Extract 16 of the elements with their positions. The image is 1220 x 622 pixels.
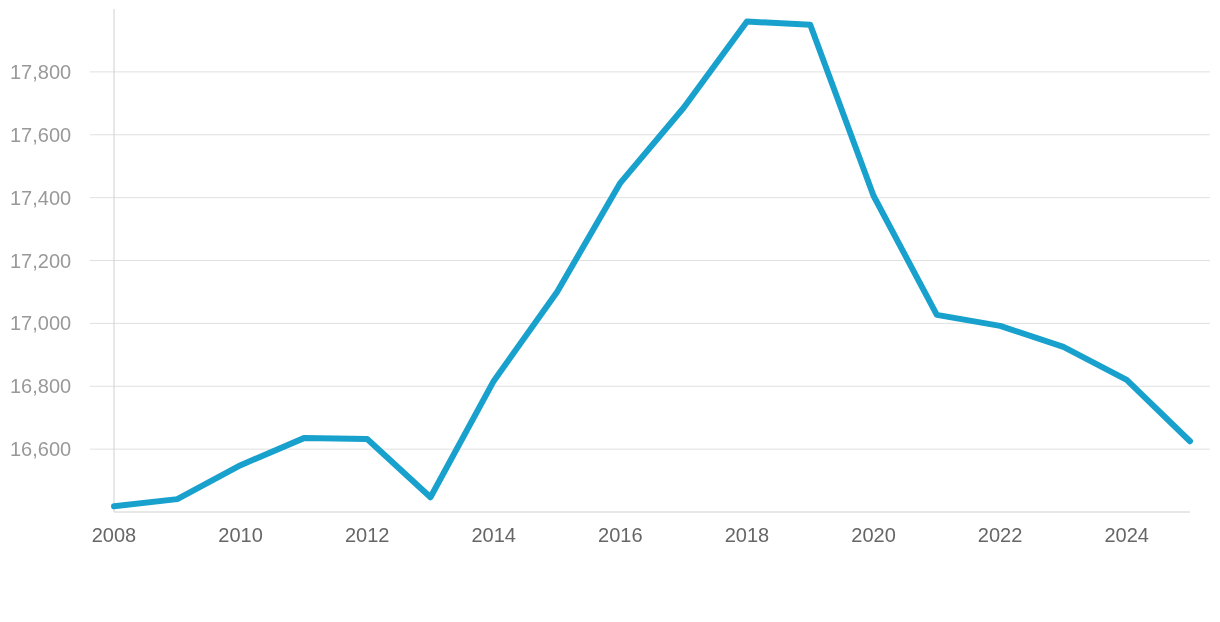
x-tick-label: 2012 [344, 524, 390, 546]
x-tick-label: 2024 [1104, 524, 1149, 546]
x-tick-label: 2016 [598, 524, 643, 546]
y-tick-label: 17,800 [10, 60, 72, 83]
x-tick-label: 2010 [218, 524, 263, 546]
y-tick-label: 16,800 [10, 375, 72, 398]
x-tick-label: 2018 [724, 524, 770, 546]
y-tick-label: 17,400 [10, 186, 72, 209]
x-tick-label: 2020 [851, 524, 896, 546]
y-tick-label: 17,200 [10, 249, 72, 272]
x-tick-label: 2014 [471, 524, 517, 546]
x-tick-label: 2022 [977, 524, 1023, 546]
y-tick-label: 17,600 [10, 123, 72, 146]
y-tick-label: 16,600 [10, 438, 72, 461]
y-tick-label: 17,000 [10, 312, 72, 335]
x-tick-label: 2008 [91, 524, 137, 546]
